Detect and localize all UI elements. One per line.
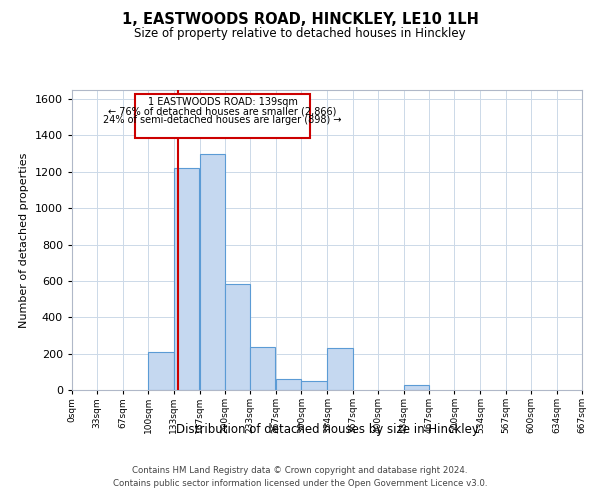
Bar xyxy=(200,154,225,390)
Bar xyxy=(301,381,326,390)
Bar xyxy=(148,352,173,390)
Text: 1 EASTWOODS ROAD: 139sqm: 1 EASTWOODS ROAD: 139sqm xyxy=(148,98,298,108)
Bar xyxy=(328,348,353,390)
Bar xyxy=(276,379,301,390)
Bar xyxy=(250,348,275,390)
Text: 24% of semi-detached houses are larger (898) →: 24% of semi-detached houses are larger (… xyxy=(103,116,342,126)
Y-axis label: Number of detached properties: Number of detached properties xyxy=(19,152,29,328)
Text: Size of property relative to detached houses in Hinckley: Size of property relative to detached ho… xyxy=(134,28,466,40)
Bar xyxy=(404,384,429,390)
Bar xyxy=(173,168,199,390)
Text: Distribution of detached houses by size in Hinckley: Distribution of detached houses by size … xyxy=(176,422,478,436)
Text: 1, EASTWOODS ROAD, HINCKLEY, LE10 1LH: 1, EASTWOODS ROAD, HINCKLEY, LE10 1LH xyxy=(122,12,478,28)
Bar xyxy=(136,94,310,138)
Bar xyxy=(225,284,250,390)
Text: ← 76% of detached houses are smaller (2,866): ← 76% of detached houses are smaller (2,… xyxy=(109,106,337,117)
Text: Contains HM Land Registry data © Crown copyright and database right 2024.
Contai: Contains HM Land Registry data © Crown c… xyxy=(113,466,487,487)
